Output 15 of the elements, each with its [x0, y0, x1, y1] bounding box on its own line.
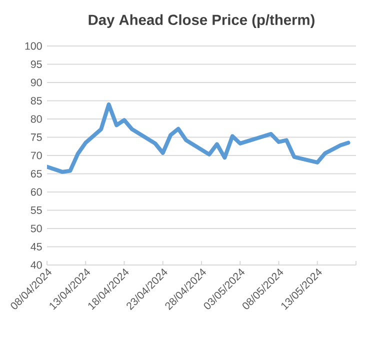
- y-tick-label: 90: [30, 78, 42, 86]
- y-tick-label: 50: [30, 224, 42, 232]
- y-tick-label: 80: [30, 115, 42, 123]
- line-series: [47, 102, 350, 174]
- y-tick-label: 55: [30, 206, 42, 214]
- y-tick-label: 45: [30, 243, 42, 250]
- y-tick-label: 40: [30, 261, 42, 269]
- y-tick-label: 85: [30, 96, 42, 105]
- y-tick-label: 100: [25, 42, 42, 50]
- y-tick-label: 95: [30, 60, 42, 68]
- y-tick-label: 75: [30, 134, 42, 141]
- y-tick-label: 60: [30, 188, 42, 196]
- y-tick-label: 70: [30, 152, 42, 160]
- y-tick-label: 65: [30, 170, 42, 178]
- chart-title: Day Ahead Close Price (p/therm): [88, 14, 314, 28]
